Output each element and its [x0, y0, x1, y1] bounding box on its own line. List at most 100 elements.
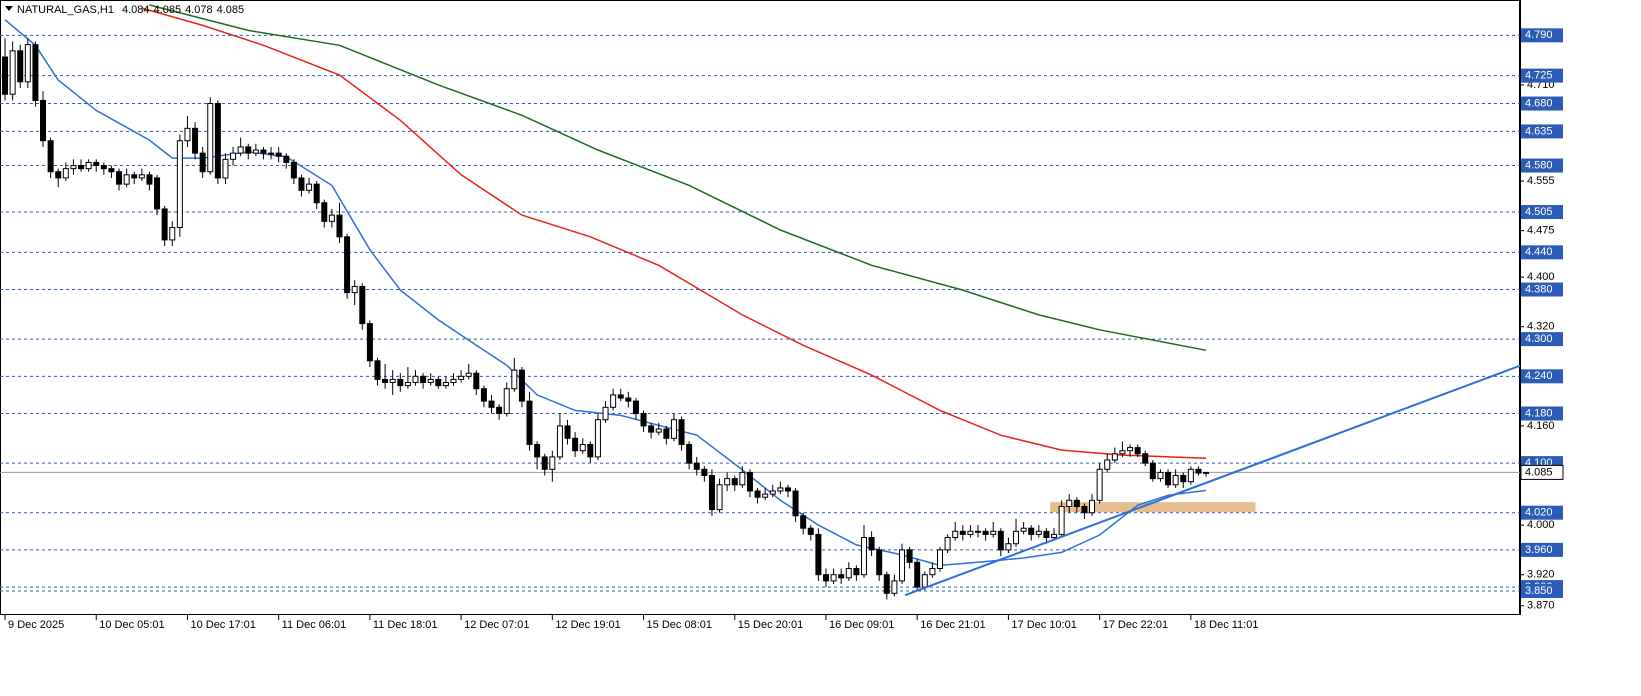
- candle-body: [526, 400, 533, 446]
- level-label: 4.680: [1525, 97, 1553, 109]
- candle-body: [579, 444, 586, 452]
- candle-body: [1096, 468, 1103, 501]
- candle-body: [123, 174, 130, 185]
- candle-body: [374, 360, 381, 380]
- candle-body: [762, 493, 769, 498]
- candle-body: [1051, 533, 1058, 539]
- candle-body: [891, 580, 898, 594]
- candle-body: [32, 44, 39, 101]
- candle-body: [412, 375, 419, 384]
- candle-body: [937, 549, 944, 570]
- candle-body: [1127, 447, 1134, 452]
- candle-body: [9, 50, 16, 95]
- low-value: 4.078: [185, 4, 213, 16]
- x-tick-label: 15 Dec 08:01: [647, 619, 712, 631]
- level-label: 4.725: [1525, 70, 1553, 82]
- candle-body: [100, 165, 107, 170]
- candle-body: [450, 378, 457, 384]
- candle-body: [176, 140, 183, 229]
- candle-body: [693, 462, 700, 470]
- candle-body: [47, 140, 54, 173]
- x-tick-label: 10 Dec 05:01: [99, 619, 164, 631]
- candle-body: [17, 50, 24, 83]
- x-tick-label: 9 Dec 2025: [8, 619, 64, 631]
- candle-body: [518, 369, 525, 402]
- candle-body: [587, 444, 594, 458]
- plot-layer: 4.7104.5554.4754.4004.3204.1604.0003.920…: [0, 4, 1564, 631]
- candle-body: [1134, 447, 1141, 455]
- high-value: 4.085: [154, 4, 182, 16]
- candle-body: [2, 56, 9, 95]
- candle-body: [678, 419, 685, 446]
- candle-body: [845, 568, 852, 579]
- candle-body: [1165, 471, 1172, 486]
- level-label: 4.790: [1525, 29, 1553, 41]
- x-tick-label: 18 Dec 11:01: [1194, 619, 1259, 631]
- candle-body: [640, 413, 647, 427]
- level-label: 4.580: [1525, 159, 1553, 171]
- candle-body: [260, 149, 267, 154]
- candle-body: [511, 369, 518, 390]
- candle-body: [807, 527, 814, 535]
- candle-body: [632, 400, 639, 415]
- candle-body: [283, 155, 290, 163]
- candle-body: [822, 574, 829, 582]
- candle-body: [351, 285, 358, 294]
- candle-body: [1149, 462, 1156, 480]
- candle-body: [207, 103, 214, 173]
- candle-body: [389, 378, 396, 384]
- candle-body: [1142, 453, 1149, 464]
- candle-body: [222, 158, 229, 179]
- candle-body: [55, 171, 62, 179]
- candle-body: [708, 475, 715, 511]
- candle-body: [131, 174, 138, 179]
- x-tick-label: 11 Dec 06:01: [282, 619, 347, 631]
- candle-body: [975, 530, 982, 533]
- candle-body: [1020, 527, 1027, 532]
- candle-body: [602, 406, 609, 421]
- candle-body: [944, 537, 951, 551]
- candle-body: [556, 425, 563, 458]
- candle-body: [442, 382, 449, 387]
- candle-body: [488, 400, 495, 408]
- candle-body: [1028, 527, 1035, 535]
- candle-body: [473, 372, 480, 390]
- candle-body: [93, 161, 100, 167]
- candle-body: [564, 425, 571, 439]
- candle-body: [594, 419, 601, 458]
- candle-body: [967, 530, 974, 535]
- y-tick-label: 4.320: [1527, 321, 1555, 333]
- x-tick-label: 12 Dec 19:01: [555, 619, 620, 631]
- candle-body: [549, 456, 556, 470]
- candle-body: [784, 487, 791, 492]
- candle-body: [62, 168, 69, 179]
- plot-frame: [0, 0, 1520, 615]
- candle-body: [1172, 475, 1179, 486]
- candle-body: [435, 378, 442, 387]
- candle-body: [860, 537, 867, 576]
- candle-body: [883, 574, 890, 594]
- candle-body: [275, 152, 282, 157]
- candle-body: [336, 214, 343, 238]
- candle-body: [1195, 468, 1202, 474]
- candle-body: [898, 549, 905, 582]
- candle-body: [154, 177, 161, 210]
- candle-body: [625, 397, 632, 402]
- level-label-box: [1521, 282, 1563, 297]
- y-tick-label: 4.555: [1527, 175, 1555, 187]
- candle-body: [1013, 530, 1020, 545]
- candle-body: [777, 487, 784, 492]
- candle-body: [541, 456, 548, 470]
- candle-body: [85, 161, 92, 170]
- candle-body: [146, 174, 153, 185]
- level-label: 4.020: [1525, 507, 1553, 519]
- level-label-box: [1521, 505, 1563, 520]
- x-tick-label: 12 Dec 07:01: [464, 619, 529, 631]
- candle-body: [237, 146, 244, 154]
- y-tick-label: 4.000: [1527, 519, 1555, 531]
- moving-average: [141, 7, 1207, 459]
- candle-body: [290, 161, 297, 179]
- candle-body: [716, 484, 723, 511]
- level-label: 4.300: [1525, 333, 1553, 345]
